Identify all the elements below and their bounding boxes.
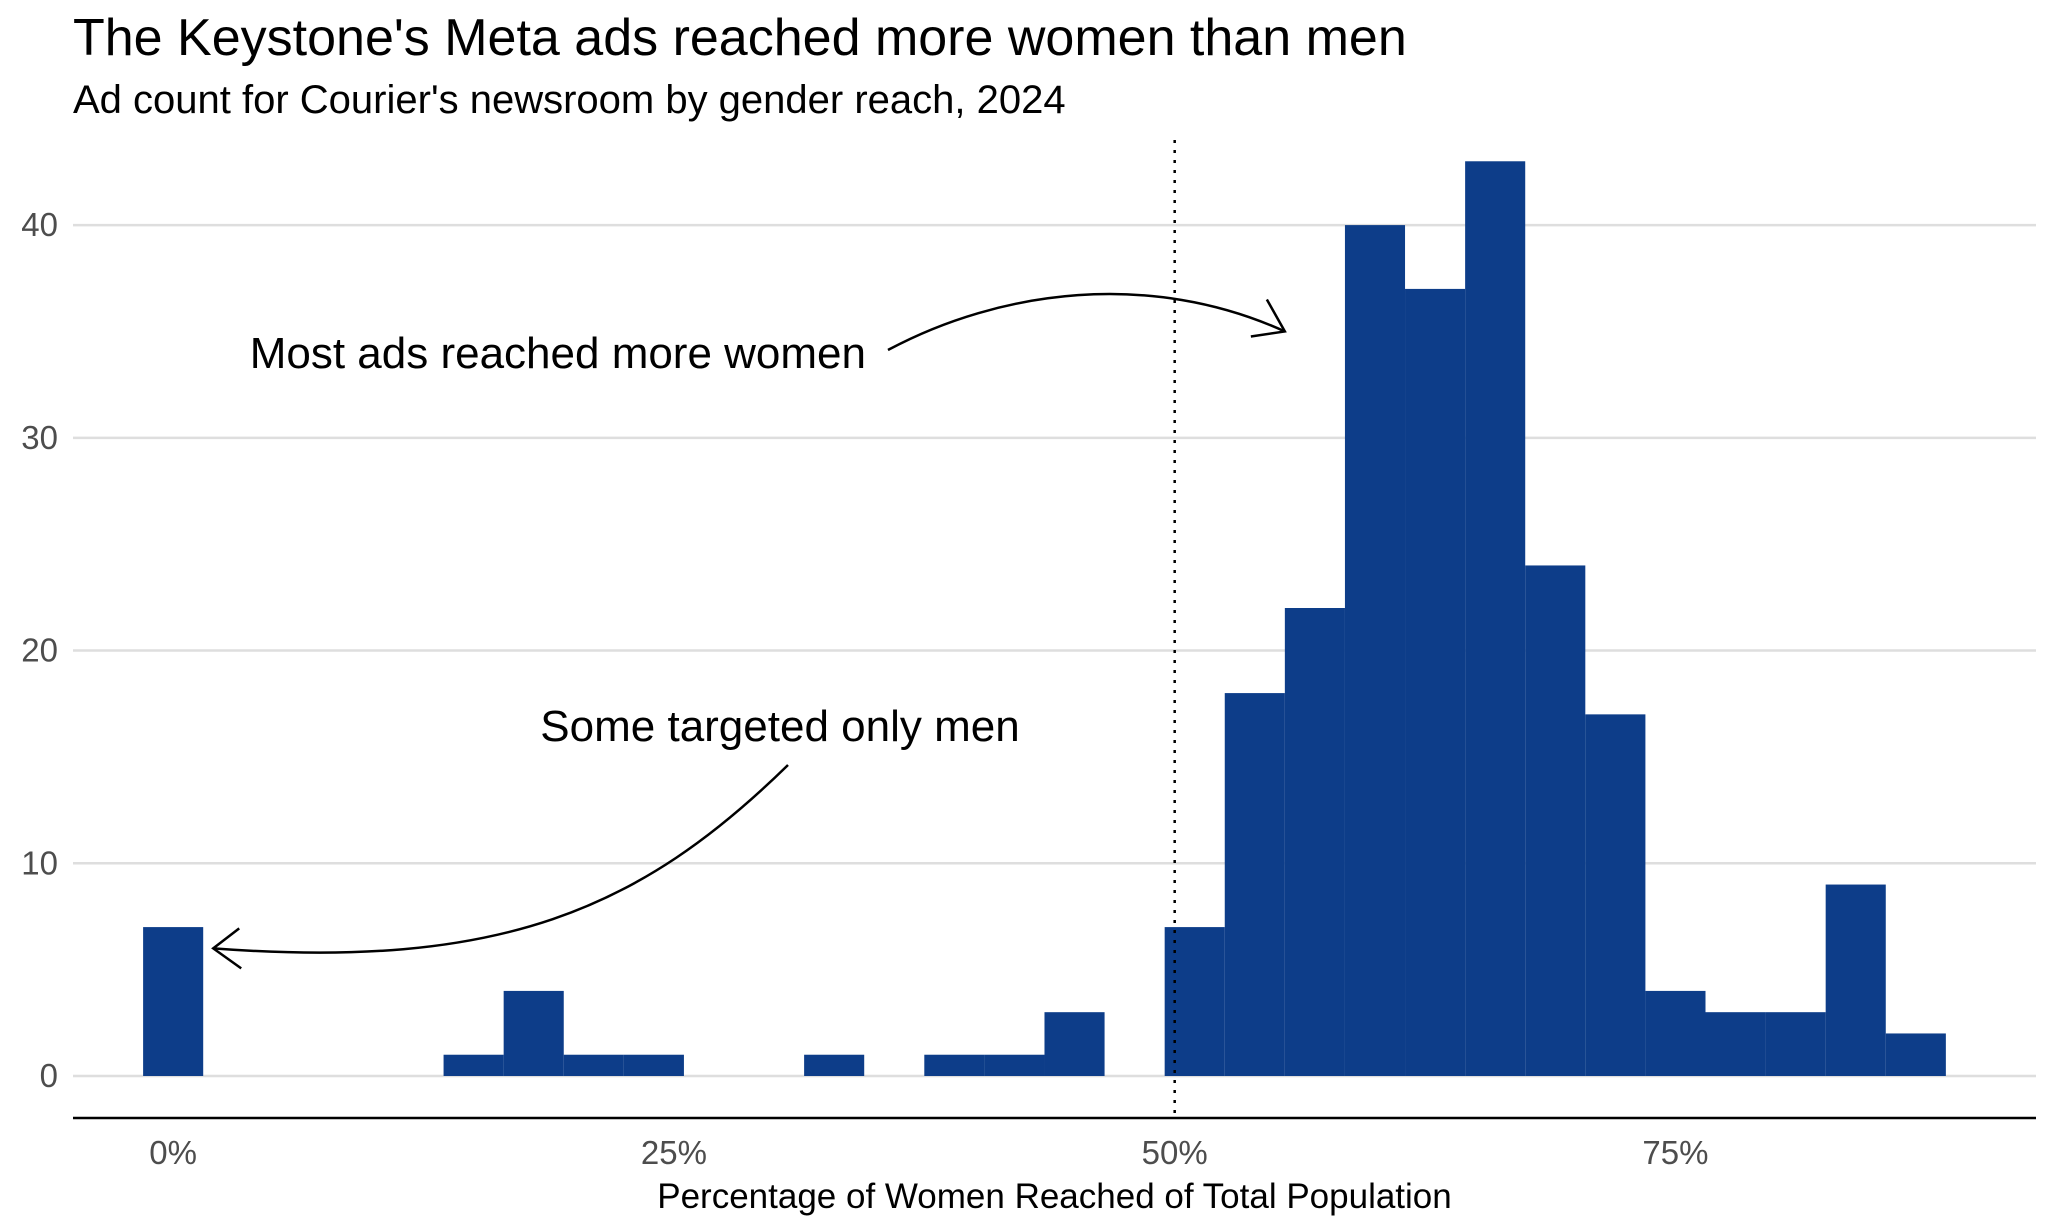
y-tick-label: 40 <box>21 206 58 243</box>
histogram-bar <box>1885 1033 1946 1076</box>
x-tick-label: 25% <box>641 1134 707 1171</box>
histogram-bar <box>503 990 564 1076</box>
histogram-bar <box>1465 161 1526 1077</box>
histogram-bar <box>804 1054 865 1076</box>
x-tick-label: 50% <box>1142 1134 1208 1171</box>
histogram-bar <box>1044 1012 1105 1076</box>
x-axis-ticks: 0% 25% 50% 75% <box>149 1134 1708 1171</box>
histogram-bar <box>1765 1012 1826 1076</box>
y-tick-label: 10 <box>21 844 58 881</box>
y-axis-ticks: 0 10 20 30 40 <box>21 206 58 1094</box>
histogram-bar <box>443 1054 504 1076</box>
annotation-arrowhead-women <box>1250 298 1287 338</box>
chart-subtitle: Ad count for Courier's newsroom by gende… <box>73 78 1066 122</box>
y-tick-label: 20 <box>21 632 58 669</box>
x-tick-label: 0% <box>149 1134 197 1171</box>
histogram-bar <box>623 1054 684 1076</box>
histogram-bar <box>1645 990 1706 1076</box>
bars <box>143 161 1946 1077</box>
x-tick-label: 75% <box>1642 1134 1708 1171</box>
annotation-arrow-women <box>887 292 1286 352</box>
x-axis-title: Percentage of Women Reached of Total Pop… <box>657 1177 1452 1216</box>
y-tick-label: 0 <box>40 1057 58 1094</box>
histogram-bar <box>1585 714 1646 1076</box>
histogram-bar <box>143 927 204 1076</box>
histogram-bar <box>1825 884 1886 1076</box>
annotation-arrowhead-men <box>211 927 242 970</box>
histogram-bar <box>1344 225 1406 1076</box>
y-tick-label: 30 <box>21 419 58 456</box>
annotation-some-targeted-men: Some targeted only men <box>540 702 1019 751</box>
histogram-bar <box>563 1054 624 1076</box>
histogram-bar <box>984 1054 1045 1076</box>
histogram-bar <box>924 1054 985 1076</box>
histogram-bar <box>1284 608 1345 1076</box>
chart-title: The Keystone's Meta ads reached more wom… <box>73 9 1407 67</box>
annotation-arrow-men <box>213 764 789 954</box>
histogram-bar <box>1405 288 1466 1077</box>
histogram-bar <box>1525 565 1586 1076</box>
annotation-most-ads-women: Most ads reached more women <box>250 329 866 378</box>
histogram-bar <box>1705 1012 1766 1076</box>
histogram-bar <box>1224 693 1285 1076</box>
